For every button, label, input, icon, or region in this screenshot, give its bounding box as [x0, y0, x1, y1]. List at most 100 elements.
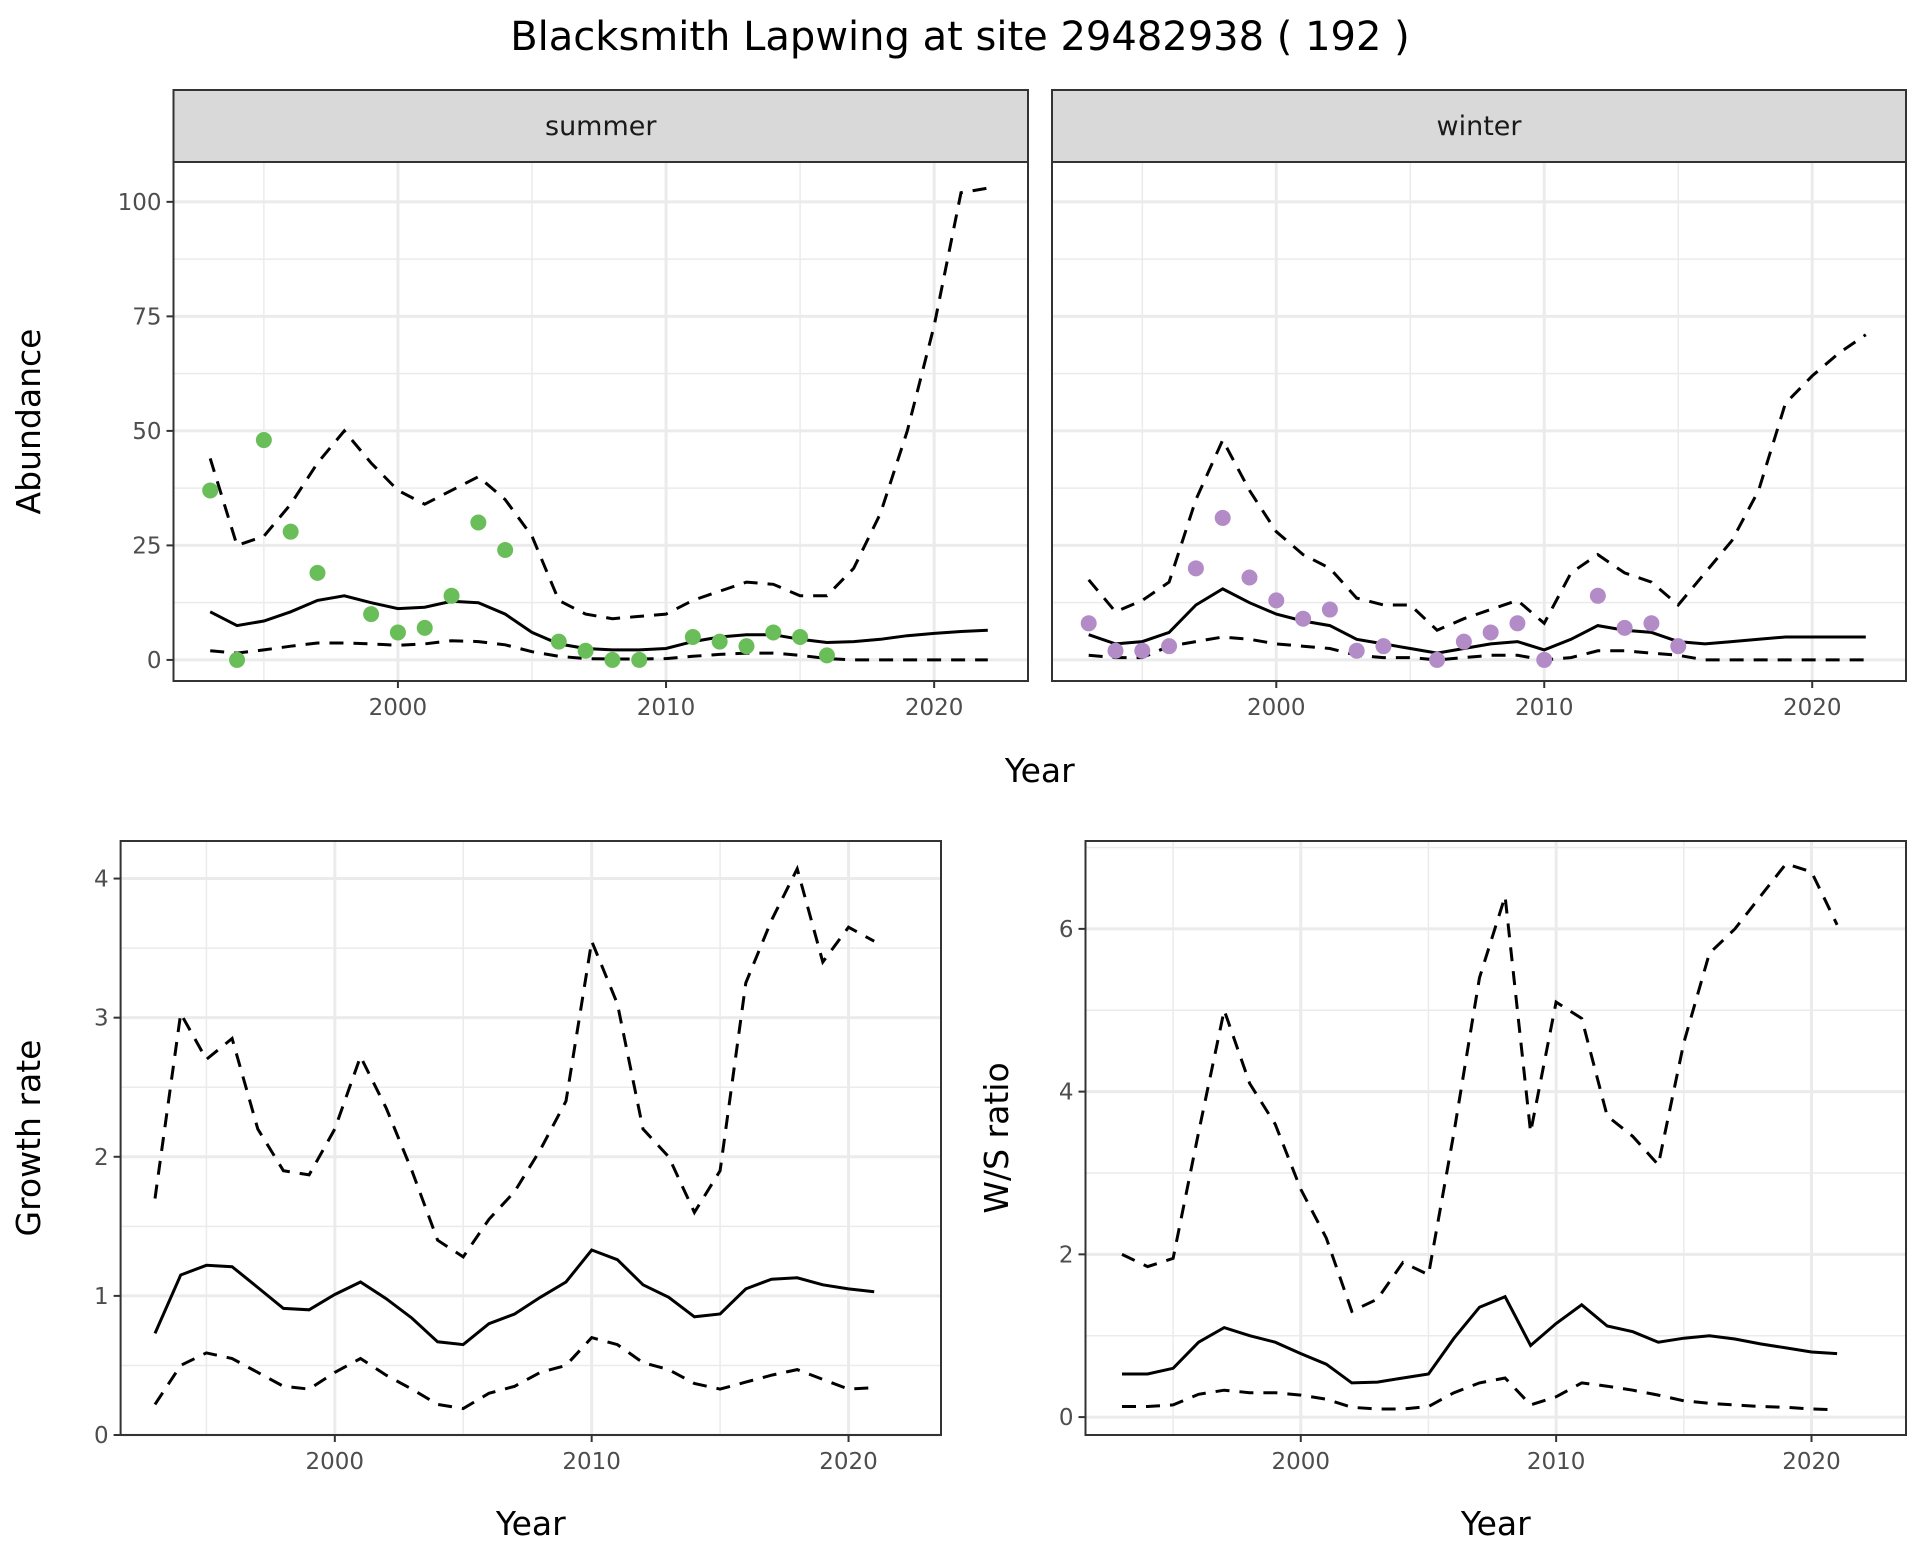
facet-label: winter [1437, 111, 1523, 142]
data-point [1107, 642, 1124, 659]
series-line-upper [208, 186, 989, 621]
chart-title: Blacksmith Lapwing at site 29482938 ( 19… [510, 14, 1410, 60]
data-point [1295, 610, 1312, 627]
y-tick-label: 3 [94, 1006, 109, 1032]
data-point [792, 629, 809, 646]
panel-winter: winter 2000 2010 2020 [1051, 89, 1907, 721]
data-point [309, 564, 326, 581]
x-tick-label: 2000 [1272, 1449, 1331, 1475]
x-tick-label: 2020 [819, 1449, 878, 1475]
series-line-lower [1122, 1376, 1838, 1412]
panel-border [119, 840, 943, 1436]
series-line-mean [153, 1248, 875, 1347]
x-tick-label: 2000 [369, 695, 428, 721]
series-line-upper [1121, 862, 1839, 1314]
data-point [497, 541, 514, 558]
data-point [1161, 638, 1178, 655]
facet-strip [172, 89, 1029, 163]
panel-summer: summer 2000 2010 2020 0 25 50 75 100 Year Abundanc… [9, 89, 1075, 790]
data-point [550, 633, 567, 650]
data-point [684, 629, 701, 646]
data-point [1268, 592, 1285, 609]
series-line-mean [1122, 1294, 1838, 1385]
series-line-lower [1088, 635, 1866, 662]
data-point [202, 482, 219, 499]
plot-background [173, 162, 1028, 681]
data-point [818, 647, 835, 664]
data-point [1643, 615, 1660, 632]
series-line-upper [153, 864, 875, 1259]
data-point [1348, 642, 1365, 659]
data-point [1241, 569, 1258, 586]
panel-w-s-ratio: 2000 2010 2020 0 2 4 6 Year W/S ratio [977, 840, 1907, 1543]
data-point [416, 619, 433, 636]
y-axis-title: W/S ratio [977, 1062, 1016, 1213]
y-axis-title: Abundance [9, 329, 48, 515]
x-axis-title: Year [495, 1504, 566, 1543]
y-tick-label: 100 [118, 190, 162, 216]
x-tick-label: 2000 [306, 1449, 365, 1475]
y-tick-label: 4 [94, 867, 109, 893]
series-line-lower [210, 639, 988, 662]
plot-background [120, 841, 942, 1435]
data-point [363, 606, 380, 623]
data-point [765, 624, 782, 641]
data-point [1375, 638, 1392, 655]
series-line-mean [209, 594, 988, 652]
x-tick-label: 2020 [1783, 695, 1842, 721]
data-point [711, 633, 728, 650]
y-tick-label: 6 [1059, 917, 1074, 943]
y-tick-label: 0 [94, 1423, 109, 1449]
x-axis-title: Year [1004, 751, 1075, 790]
data-point [443, 587, 460, 604]
y-tick-label: 1 [94, 1284, 109, 1310]
data-point [1214, 509, 1231, 526]
y-tick-label: 2 [1059, 1242, 1074, 1268]
data-point [738, 638, 755, 655]
data-point [1455, 633, 1472, 650]
x-tick-label: 2020 [905, 695, 964, 721]
data-point [1321, 601, 1338, 618]
y-tick-label: 0 [1059, 1405, 1074, 1431]
data-point [604, 651, 621, 668]
data-point [470, 514, 487, 531]
x-tick-label: 2010 [562, 1449, 621, 1475]
data-point [1187, 560, 1204, 577]
data-point [1080, 615, 1097, 632]
x-tick-label: 2010 [1527, 1449, 1586, 1475]
data-point [1429, 651, 1446, 668]
x-tick-label: 2010 [1515, 695, 1574, 721]
data-point [577, 642, 594, 659]
plot-background [1052, 162, 1906, 681]
x-tick-label: 2020 [1782, 1449, 1841, 1475]
data-point [1589, 587, 1606, 604]
data-point [282, 523, 299, 540]
y-tick-label: 50 [132, 419, 161, 445]
y-tick-label: 25 [132, 533, 161, 559]
data-point [1616, 619, 1633, 636]
series-line-lower [153, 1335, 875, 1411]
data-point [631, 651, 648, 668]
series-line-upper [1087, 333, 1867, 632]
facet-label: summer [545, 111, 657, 142]
x-tick-label: 2010 [637, 695, 696, 721]
data-point [229, 651, 246, 668]
panel-growth-rate: 2000 2010 2020 0 1 2 3 4 Year Growth rate [9, 840, 943, 1543]
y-tick-label: 0 [147, 648, 162, 674]
series-line-mean [1088, 587, 1866, 655]
y-tick-label: 2 [94, 1145, 109, 1171]
data-point [1509, 615, 1526, 632]
data-point [255, 432, 272, 449]
x-tick-label: 2000 [1247, 695, 1306, 721]
y-tick-label: 75 [132, 304, 161, 330]
data-point [1482, 624, 1499, 641]
y-axis-title: Growth rate [9, 1040, 48, 1237]
data-point [1134, 642, 1151, 659]
data-point [389, 624, 406, 641]
panel-border [1084, 840, 1907, 1436]
data-point [1670, 638, 1687, 655]
y-tick-label: 4 [1059, 1080, 1074, 1106]
x-axis-title: Year [1460, 1504, 1531, 1543]
data-point [1536, 651, 1553, 668]
